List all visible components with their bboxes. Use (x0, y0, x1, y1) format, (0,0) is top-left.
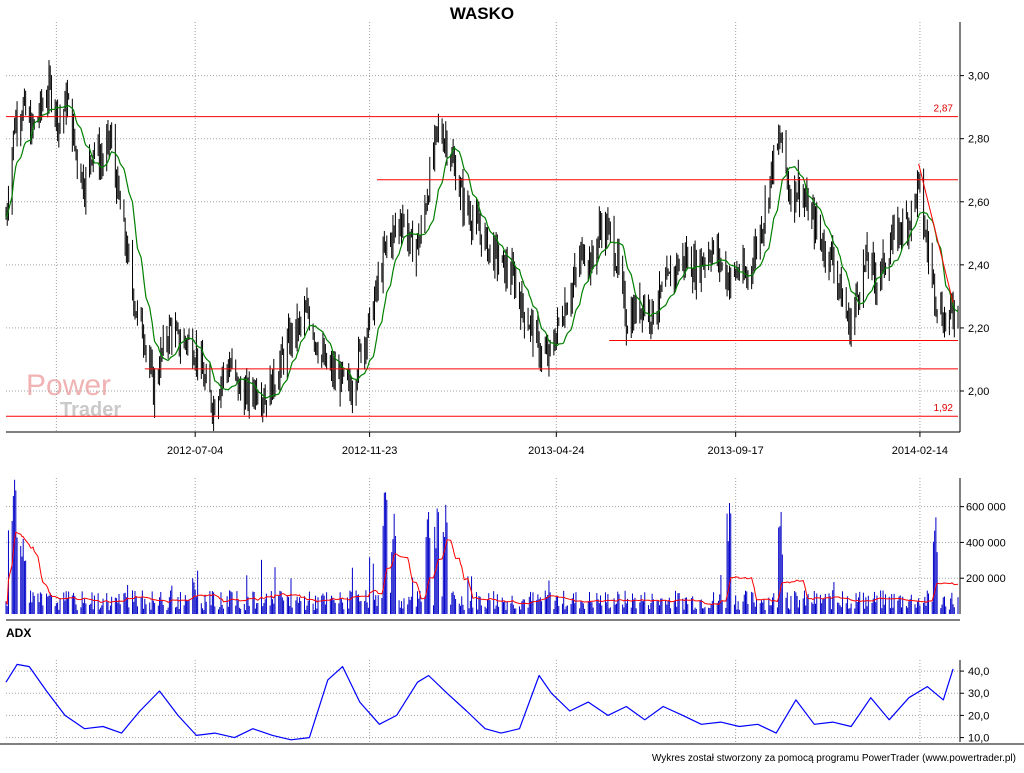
ma-polyline (5, 104, 959, 399)
x-tick-label: 2012-11-23 (342, 445, 397, 457)
credit-text: Wykres został stworzony za pomocą progra… (652, 753, 1016, 764)
powertrader-watermark: Power Trader (26, 369, 121, 421)
price-bars (5, 60, 959, 432)
adx-line (5, 663, 954, 741)
price-moving-average (5, 104, 959, 399)
price-tick-label: 2,00 (968, 386, 989, 398)
adx-tick-label: 40,0 (968, 666, 989, 678)
chart-title: WASKO (450, 4, 514, 23)
x-tick-label: 2014-02-14 (892, 445, 948, 457)
price-grid (6, 22, 958, 432)
volume-moving-average (5, 531, 959, 606)
price-tick-label: 2,20 (968, 323, 989, 335)
level-label: 2,87 (934, 104, 954, 115)
axes (0, 22, 1024, 745)
price-tick-label: 3,00 (968, 71, 989, 83)
adx-tick-label: 30,0 (968, 688, 989, 700)
volume-tick-label: 400 000 (966, 537, 1006, 549)
watermark-line1: Power (26, 369, 111, 402)
volume-tick-label: 200 000 (966, 573, 1006, 585)
resistance-trend-line (918, 163, 954, 303)
price-levels: 2,87 1,92 (6, 104, 958, 417)
x-tick-label: 2012-07-04 (167, 445, 223, 457)
volume-ma-polyline (5, 531, 959, 606)
price-tick-label: 2,80 (968, 134, 989, 146)
x-tick-label: 2013-09-17 (708, 445, 764, 457)
price-tick-label: 2,40 (968, 260, 989, 272)
adx-tick-label: 10,0 (968, 733, 989, 745)
adx-polyline (5, 663, 954, 741)
price-tick-label: 2,60 (968, 197, 989, 209)
level-label: 1,92 (934, 403, 954, 414)
adx-tick-label: 20,0 (968, 710, 989, 722)
watermark-line2: Trader (60, 399, 121, 421)
volume-bars (5, 479, 959, 614)
adx-panel-title: ADX (6, 626, 31, 640)
x-tick-label: 2013-04-24 (528, 445, 584, 457)
tick-labels: 2,00 2,20 2,40 2,60 2,80 3,00 200 000 400 000 60… (167, 71, 1006, 745)
volume-tick-label: 600 000 (966, 502, 1006, 514)
